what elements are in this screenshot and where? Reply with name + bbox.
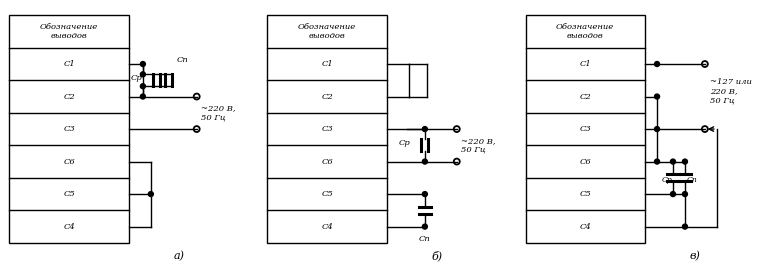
Text: Сп: Сп: [419, 235, 431, 243]
Text: С5: С5: [580, 190, 591, 198]
Text: С6: С6: [321, 158, 333, 166]
Text: С1: С1: [321, 60, 333, 68]
Text: Cр: Cр: [131, 74, 143, 82]
Text: Обозначение
выводов: Обозначение выводов: [298, 23, 356, 40]
Circle shape: [654, 127, 660, 132]
Circle shape: [654, 62, 660, 66]
Text: С1: С1: [63, 60, 75, 68]
Circle shape: [422, 159, 427, 164]
Text: Обозначение
выводов: Обозначение выводов: [40, 23, 98, 40]
Bar: [525, 15, 645, 243]
Text: С5: С5: [63, 190, 75, 198]
Circle shape: [149, 192, 153, 197]
Text: С1: С1: [580, 60, 591, 68]
Text: Сп: Сп: [177, 56, 188, 64]
Text: Сп: Сп: [687, 176, 698, 184]
Text: С2: С2: [580, 93, 591, 101]
Text: С5: С5: [321, 190, 333, 198]
Text: ~220 В,
50 Гц: ~220 В, 50 Гц: [201, 104, 235, 121]
Circle shape: [422, 224, 427, 229]
Text: в): в): [689, 251, 700, 261]
Bar: [9, 15, 129, 243]
Text: а): а): [173, 251, 184, 261]
Text: С4: С4: [580, 223, 591, 231]
Text: Cр: Cр: [399, 139, 411, 147]
Text: С6: С6: [580, 158, 591, 166]
Text: С4: С4: [321, 223, 333, 231]
Circle shape: [671, 192, 675, 197]
Text: б): б): [431, 250, 443, 261]
Circle shape: [140, 94, 145, 99]
Text: С3: С3: [63, 125, 75, 133]
Text: С6: С6: [63, 158, 75, 166]
Circle shape: [671, 159, 675, 164]
Circle shape: [682, 224, 688, 229]
Circle shape: [140, 62, 145, 66]
Circle shape: [682, 159, 688, 164]
Text: Cр: Cр: [661, 176, 672, 184]
Circle shape: [654, 159, 660, 164]
Circle shape: [140, 84, 145, 89]
Text: ~220 В,
50 Гц: ~220 В, 50 Гц: [461, 137, 496, 154]
Circle shape: [422, 192, 427, 197]
Circle shape: [140, 72, 145, 77]
Text: С2: С2: [321, 93, 333, 101]
Text: С2: С2: [63, 93, 75, 101]
Text: С3: С3: [321, 125, 333, 133]
Text: С4: С4: [63, 223, 75, 231]
Bar: [268, 15, 387, 243]
Text: С3: С3: [580, 125, 591, 133]
Circle shape: [682, 192, 688, 197]
Circle shape: [654, 94, 660, 99]
Circle shape: [422, 127, 427, 132]
Text: Обозначение
выводов: Обозначение выводов: [556, 23, 615, 40]
Text: ~127 или
220 В,
50 Гц: ~127 или 220 В, 50 Гц: [710, 78, 752, 105]
